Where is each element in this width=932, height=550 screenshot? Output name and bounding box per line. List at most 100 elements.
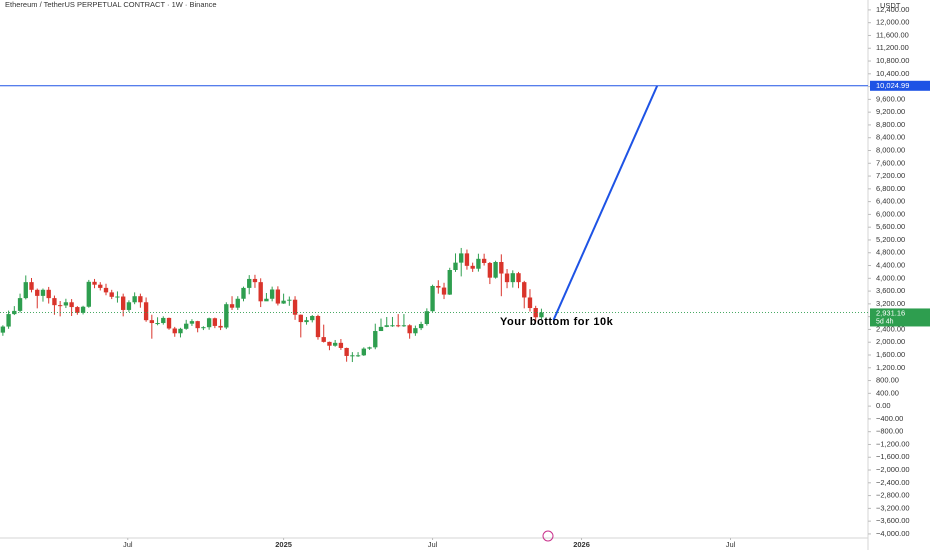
candle-body	[6, 314, 11, 327]
y-tick-label: 3,600.00	[876, 286, 905, 295]
candle-body	[109, 292, 114, 297]
candle-body	[149, 320, 155, 324]
candle-body	[80, 306, 86, 313]
candle-body	[218, 325, 223, 328]
candle-body	[436, 285, 441, 288]
y-tick-label: 11,600.00	[876, 30, 909, 39]
y-tick-label: 800.00	[876, 376, 899, 385]
candle-body	[350, 355, 355, 357]
candle-body	[275, 289, 281, 304]
candle-body	[510, 273, 515, 283]
candle-body	[378, 326, 384, 332]
candle-body	[23, 282, 28, 299]
candle-body	[407, 325, 412, 334]
candle-body	[533, 308, 538, 318]
candle-body	[46, 289, 51, 299]
candle-body	[258, 282, 263, 302]
candle-body	[17, 298, 23, 311]
candle-body	[304, 320, 309, 323]
candle-body	[338, 342, 344, 348]
candle-body	[493, 262, 498, 278]
candle-body	[447, 270, 452, 295]
candle-body	[281, 300, 286, 304]
y-tick-label: 2,000.00	[876, 337, 905, 346]
candle-body	[247, 278, 252, 288]
y-tick-label: 10,800.00	[876, 56, 909, 65]
candle-body	[126, 302, 132, 310]
candle-body	[63, 302, 69, 306]
candle-body	[287, 299, 292, 301]
candle-body	[57, 305, 63, 307]
candle-body	[75, 307, 80, 313]
candle-body	[464, 253, 470, 266]
candle-body	[92, 281, 97, 285]
y-tick-label: 9,200.00	[876, 107, 905, 116]
candle-body	[143, 302, 149, 321]
chart-title: Ethereum / TetherUS PERPETUAL CONTRACT ·…	[5, 0, 217, 9]
x-tick-label: 2025	[275, 540, 292, 549]
x-tick-label: Jul	[726, 540, 736, 549]
y-tick-label: 5,200.00	[876, 235, 905, 244]
candle-body	[327, 341, 332, 346]
candle-body	[264, 298, 269, 302]
last-price-box	[870, 308, 930, 327]
candle-body	[184, 323, 189, 329]
candle-body	[103, 287, 109, 293]
candle-body	[115, 296, 120, 298]
candle-body	[172, 328, 177, 334]
candle-body	[241, 287, 246, 299]
y-tick-label: 11,200.00	[876, 43, 909, 52]
annotation: Your bottom for 10k	[500, 316, 614, 328]
candle-body	[252, 278, 258, 283]
candle-body	[396, 325, 401, 327]
candle-body	[430, 285, 435, 312]
candle-body	[98, 284, 103, 288]
candle-body	[424, 311, 430, 324]
candle-body	[201, 327, 206, 329]
candle-body	[310, 316, 315, 321]
candle-body	[132, 296, 137, 303]
y-tick-label: 6,400.00	[876, 197, 905, 206]
x-tick-label: 2026	[573, 540, 590, 549]
y-tick-label: 7,200.00	[876, 171, 905, 180]
level-label: 10,024.99	[876, 81, 909, 90]
y-tick-label: 3,200.00	[876, 299, 905, 308]
candle-body	[487, 262, 493, 278]
candle-body	[441, 287, 447, 295]
candle-body	[235, 298, 240, 308]
candle-body	[189, 321, 195, 324]
x-tick-label: Jul	[428, 540, 438, 549]
candle-body	[527, 297, 533, 309]
candle-body	[459, 253, 464, 263]
y-tick-label: −3,600.00	[876, 516, 910, 525]
candle-body	[390, 325, 395, 327]
y-tick-label: 8,800.00	[876, 120, 905, 129]
y-tick-label: 10,400.00	[876, 69, 909, 78]
candle-body	[481, 258, 487, 263]
currency-label: USDT	[880, 1, 901, 10]
y-tick-label: 6,000.00	[876, 209, 905, 218]
x-tick-label: Jul	[123, 540, 133, 549]
candle-body	[401, 325, 407, 327]
candle-body	[35, 289, 40, 296]
candle-body	[453, 262, 458, 270]
y-tick-label: −1,600.00	[876, 452, 910, 461]
candle-body	[212, 318, 218, 326]
candle-body	[86, 281, 91, 307]
candle-body	[418, 324, 424, 329]
candle-body	[413, 328, 418, 334]
candle-body	[516, 273, 521, 283]
y-tick-label: 12,000.00	[876, 18, 909, 27]
y-tick-label: −2,400.00	[876, 478, 910, 487]
candle-body	[384, 325, 389, 327]
countdown: 5d 4h	[876, 318, 894, 325]
candle-body	[155, 323, 160, 325]
candle-body	[522, 282, 527, 298]
candle-body	[367, 347, 372, 349]
y-tick-label: −2,800.00	[876, 491, 910, 500]
candle-body	[206, 318, 212, 328]
candle-body	[355, 355, 361, 357]
y-tick-label: 4,800.00	[876, 248, 905, 257]
y-tick-label: −2,000.00	[876, 465, 910, 474]
